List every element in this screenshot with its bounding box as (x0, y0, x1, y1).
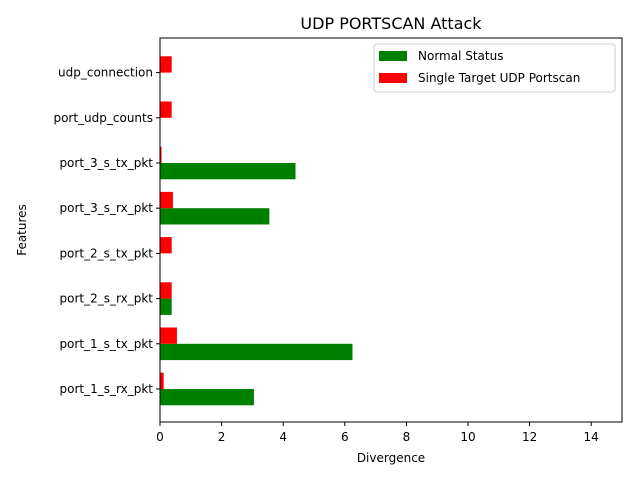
bar-attack-port_1_s_tx_pkt (160, 327, 177, 344)
y-tick-label-port_3_s_rx_pkt: port_3_s_rx_pkt (60, 201, 154, 215)
bar-attack-udp_connection (160, 56, 172, 73)
legend-box (373, 43, 616, 93)
legend-swatch-normal (379, 51, 407, 61)
bar-attack-port_2_s_tx_pkt (160, 237, 172, 254)
x-tick-label: 14 (584, 430, 599, 444)
y-tick-label-port_udp_counts: port_udp_counts (53, 111, 153, 125)
bar-attack-port_3_s_rx_pkt (160, 191, 173, 209)
x-tick-label: 10 (460, 430, 475, 444)
bar-normal-port_2_s_rx_pkt (160, 298, 172, 315)
y-tick-label-port_2_s_rx_pkt: port_2_s_rx_pkt (60, 292, 154, 306)
y-axis-label: Features (15, 204, 29, 256)
bar-attack-port_udp_counts (160, 101, 172, 118)
bar-attack-port_1_s_rx_pkt (160, 372, 164, 389)
x-tick-label: 12 (522, 430, 537, 444)
x-tick-label: 2 (218, 430, 226, 444)
x-tick-label: 6 (341, 430, 349, 444)
legend-swatch-attack (379, 73, 407, 83)
bar-attack-port_3_s_tx_pkt (160, 146, 162, 163)
chart-title: UDP PORTSCAN Attack (300, 14, 482, 33)
y-tick-label-port_3_s_tx_pkt: port_3_s_tx_pkt (59, 156, 153, 170)
y-tick-label-port_1_s_rx_pkt: port_1_s_rx_pkt (60, 382, 154, 396)
y-tick-label-port_1_s_tx_pkt: port_1_s_tx_pkt (59, 337, 153, 351)
bar-attack-port_2_s_rx_pkt (160, 282, 172, 299)
plot-frame (159, 37, 623, 423)
y-tick-label-port_2_s_tx_pkt: port_2_s_tx_pkt (59, 246, 153, 260)
x-tick-label: 4 (279, 430, 287, 444)
y-tick-label-udp_connection: udp_connection (58, 66, 153, 80)
legend-label-attack: Single Target UDP Portscan (418, 71, 580, 85)
bar-normal-port_3_s_rx_pkt (160, 208, 270, 225)
legend: Normal Status Single Target UDP Portscan (373, 43, 616, 93)
x-tick-label: 0 (156, 430, 164, 444)
bar-normal-port_3_s_tx_pkt (160, 163, 296, 180)
plot-area: 0 2 4 6 8 10 12 14 port_1_s_rx_pkt port_1_s_tx_pk… (53, 37, 623, 444)
x-axis-label: Divergence (357, 451, 425, 465)
bar-normal-port_1_s_tx_pkt (160, 343, 353, 361)
bar-normal-port_1_s_rx_pkt (160, 389, 254, 406)
legend-label-normal: Normal Status (418, 49, 503, 63)
x-tick-label: 8 (403, 430, 411, 444)
